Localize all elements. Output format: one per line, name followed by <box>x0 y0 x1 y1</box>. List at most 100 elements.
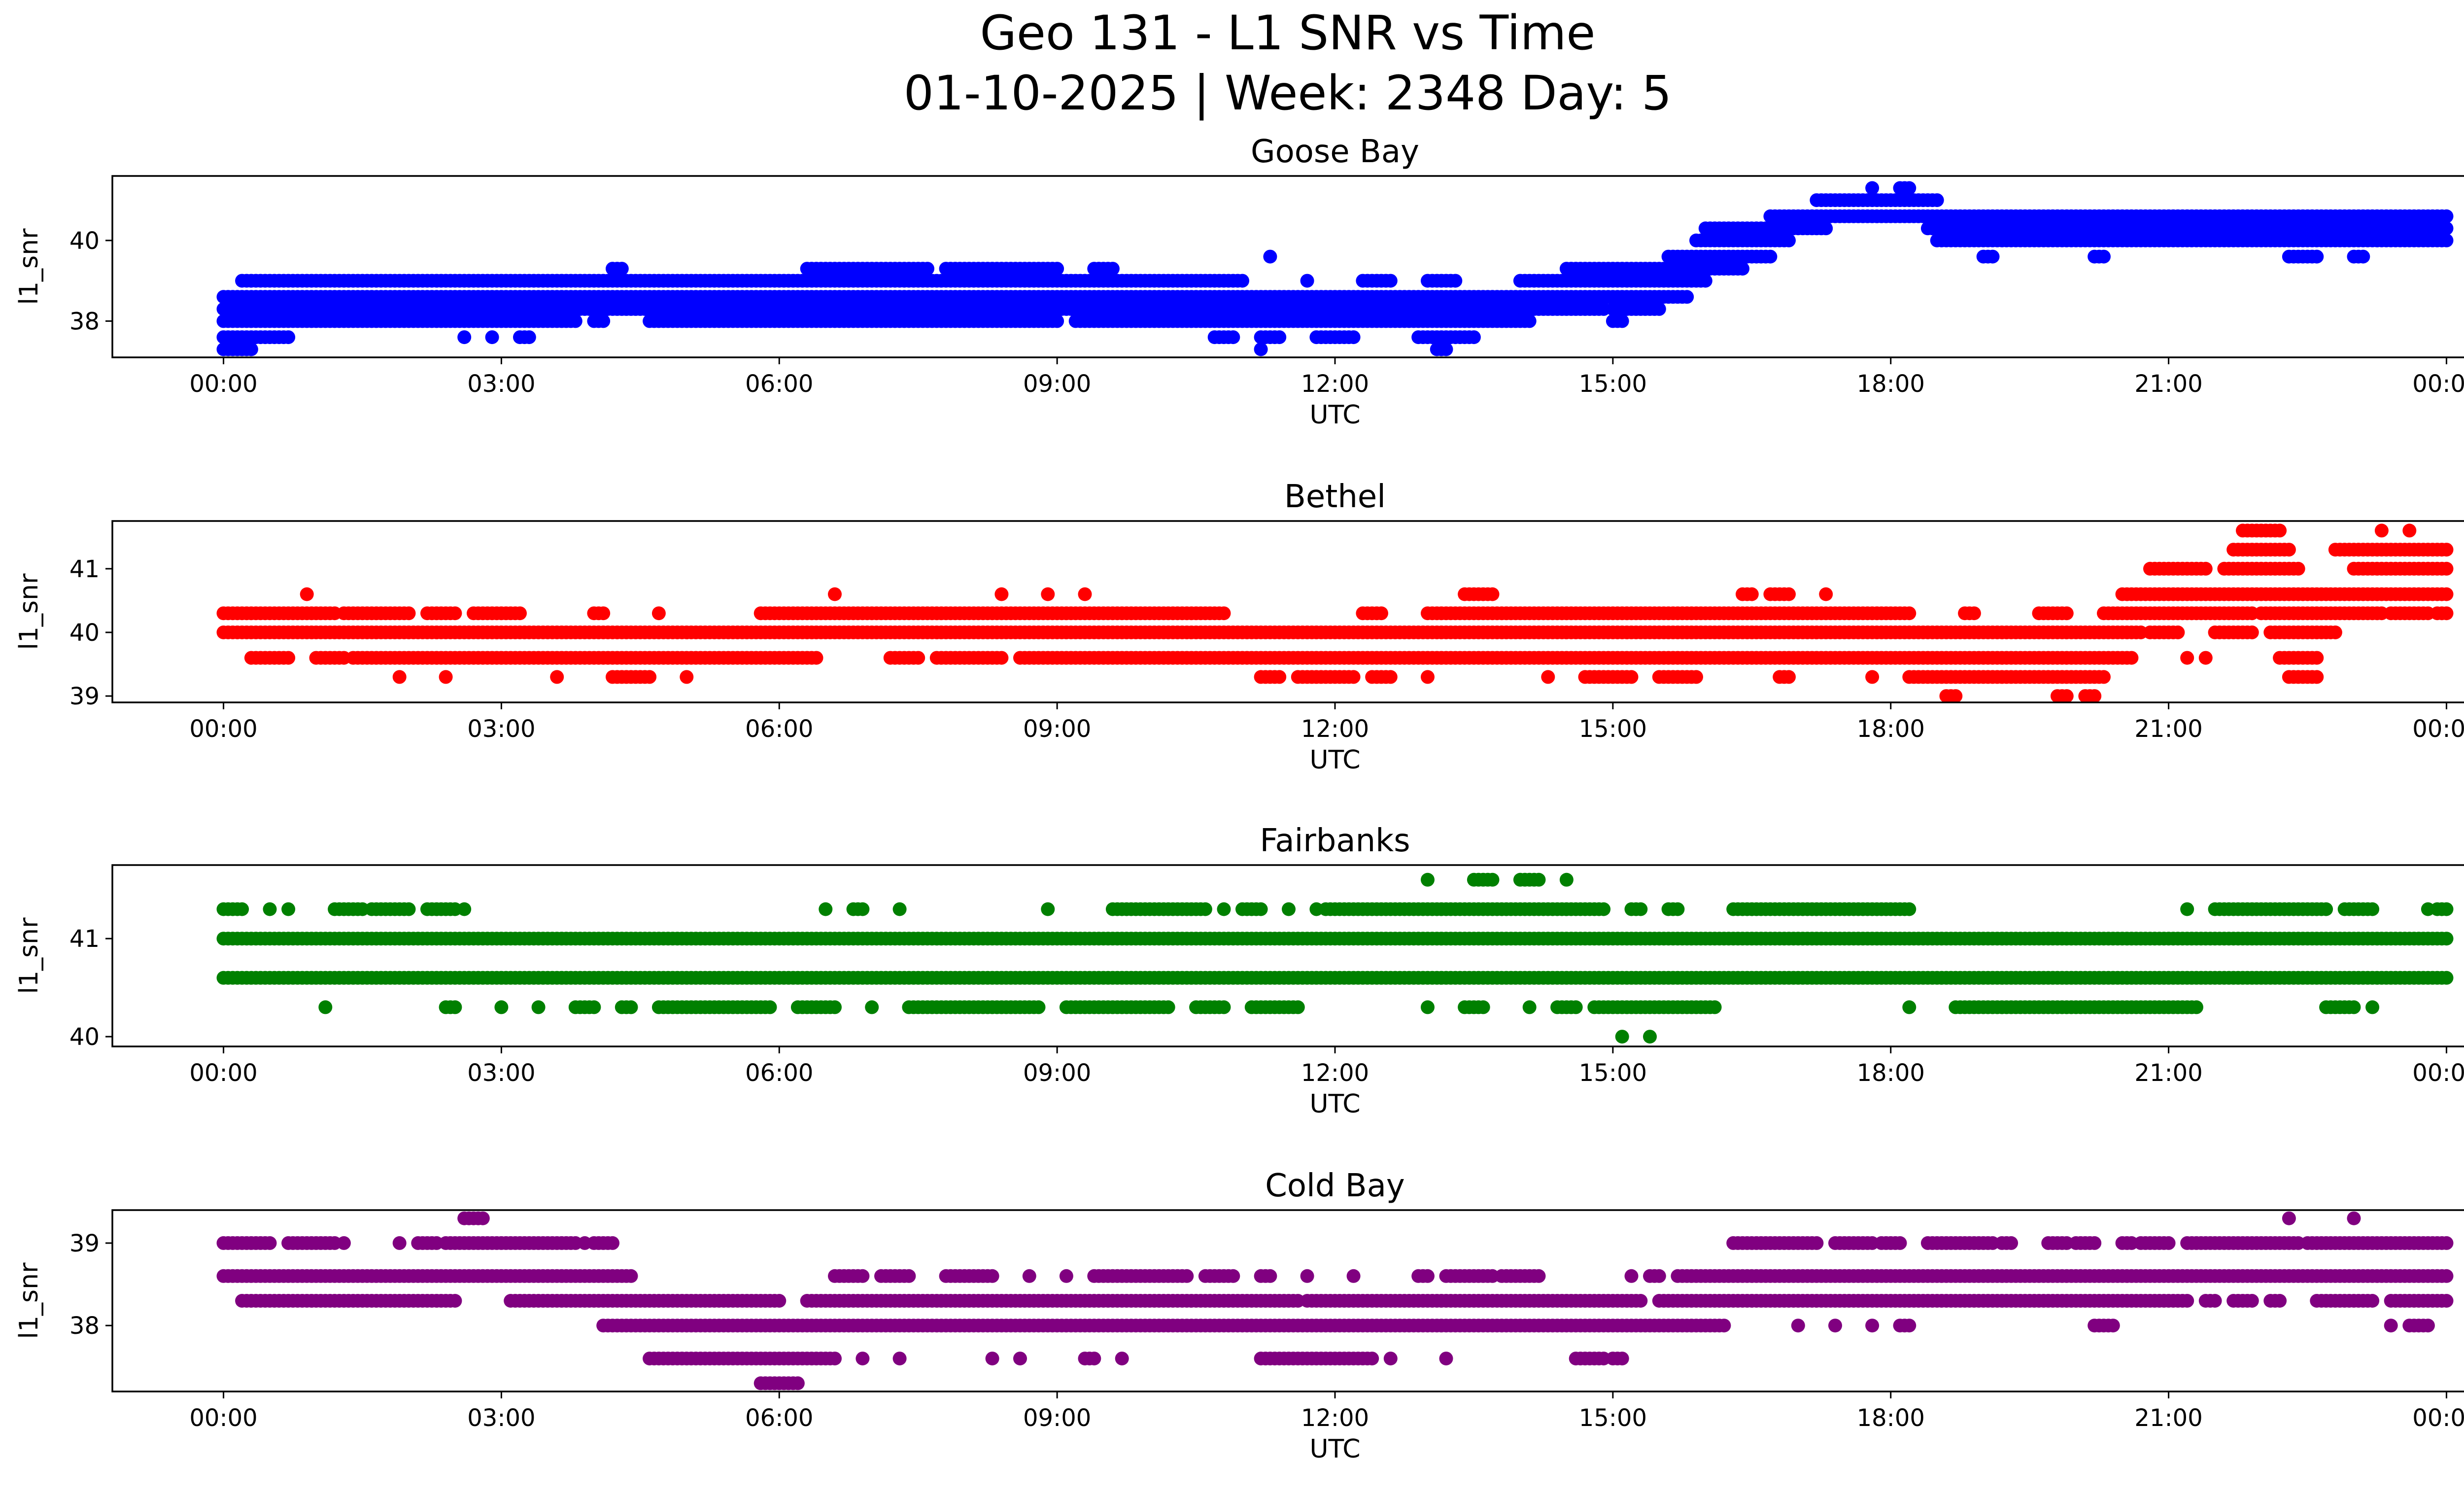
bethel-point <box>1541 670 1555 684</box>
fairbanks-point <box>1671 902 1685 916</box>
bethel-point <box>2097 670 2111 684</box>
goose-bay-point <box>1263 249 1277 264</box>
goose-bay-point <box>1782 233 1796 247</box>
goose-bay-point <box>2356 249 2370 264</box>
fairbanks-y-axis-label: l1_snr <box>14 917 44 994</box>
fairbanks-x-tick-label: 18:00 <box>1857 1059 1925 1087</box>
goose-bay-point <box>1050 262 1064 276</box>
fairbanks-point <box>819 902 833 916</box>
goose-bay-point <box>1235 274 1249 288</box>
fairbanks-point <box>856 902 870 916</box>
bethel-point <box>1902 606 1916 621</box>
goose-bay-y-tick-label: 40 <box>69 227 100 255</box>
cold-bay-point <box>1439 1352 1453 1366</box>
bethel-point <box>2402 523 2417 538</box>
bethel-point <box>1967 606 1981 621</box>
fairbanks-point <box>281 902 296 916</box>
goose-bay-points <box>216 181 2454 356</box>
fairbanks-point <box>1217 902 1231 916</box>
figure-title-line2: 01-10-2025 | Week: 2348 Day: 5 <box>904 66 1672 121</box>
fairbanks-point <box>2439 932 2454 946</box>
fairbanks-point <box>402 902 416 916</box>
goose-bay-point <box>2439 221 2454 236</box>
goose-bay-title: Goose Bay <box>1251 134 1419 170</box>
goose-bay-point <box>1383 274 1398 288</box>
bethel-point <box>448 606 462 621</box>
bethel-point <box>1865 670 1880 684</box>
goose-bay-point <box>1105 262 1120 276</box>
bethel-point <box>2439 543 2454 557</box>
bethel-point <box>2198 561 2213 576</box>
cold-bay-point <box>1615 1352 1629 1366</box>
bethel-x-tick-label: 12:00 <box>1301 715 1369 743</box>
goose-bay-point <box>457 330 472 345</box>
bethel-point <box>828 587 842 601</box>
bethel-y-tick-label: 40 <box>69 619 100 647</box>
fairbanks-x-tick-label: 00:00 <box>2412 1059 2464 1087</box>
cold-bay-points <box>216 1211 2454 1391</box>
fairbanks-point <box>865 1000 879 1014</box>
bethel-point <box>1383 670 1398 684</box>
fairbanks-point <box>1615 1030 1629 1044</box>
goose-bay-point <box>1736 262 1749 276</box>
fairbanks-x-tick-label: 09:00 <box>1023 1059 1091 1087</box>
fairbanks-point <box>1254 902 1268 916</box>
bethel-point <box>2171 626 2185 639</box>
cold-bay-point <box>790 1376 805 1391</box>
goose-bay-point <box>485 330 499 345</box>
bethel-point <box>1346 670 1361 684</box>
fairbanks-point <box>1569 1000 1583 1014</box>
cold-bay-point <box>892 1352 907 1366</box>
bethel-point <box>1782 587 1796 601</box>
bethel-point <box>2245 626 2259 639</box>
cold-bay-title: Cold Bay <box>1265 1168 1405 1204</box>
bethel-x-tick-label: 06:00 <box>745 715 813 743</box>
fairbanks-point <box>1708 1000 1722 1014</box>
fairbanks-point <box>587 1000 601 1014</box>
bethel-x-tick-label: 09:00 <box>1023 715 1091 743</box>
fairbanks-point <box>2365 1000 2380 1014</box>
bethel-x-axis-label: UTC <box>1309 745 1360 775</box>
fairbanks-point <box>2439 971 2454 985</box>
bethel-point <box>1078 587 1092 601</box>
goose-bay-x-tick-label: 15:00 <box>1579 370 1647 398</box>
fairbanks-point <box>2180 902 2194 916</box>
fairbanks-point <box>2347 1000 2361 1014</box>
goose-bay-point <box>2097 249 2111 264</box>
bethel-point <box>550 670 564 684</box>
fairbanks-x-tick-label: 15:00 <box>1579 1059 1647 1087</box>
fairbanks-point <box>494 1000 509 1014</box>
fairbanks-point <box>1198 902 1212 916</box>
goose-bay-point <box>1865 181 1880 195</box>
bethel-point <box>2180 651 2194 665</box>
fairbanks-point <box>1031 1000 1046 1014</box>
bethel-point <box>1819 587 1833 601</box>
cold-bay-point <box>1087 1352 1101 1366</box>
cold-bay-point <box>985 1352 999 1366</box>
goose-bay-point <box>596 314 611 328</box>
goose-bay-point <box>522 330 536 345</box>
bethel-point <box>2374 523 2389 538</box>
bethel-point <box>2439 587 2454 601</box>
bethel-point <box>2059 689 2074 702</box>
goose-bay-point <box>2439 233 2454 247</box>
goose-bay-point <box>1226 330 1240 345</box>
bethel-point <box>994 587 1009 601</box>
bethel-point <box>809 651 823 665</box>
goose-bay-point <box>1522 314 1537 328</box>
goose-bay-point <box>1448 274 1463 288</box>
bethel-point <box>651 606 666 621</box>
goose-bay-point <box>2439 209 2454 223</box>
bethel-point <box>911 651 925 665</box>
fairbanks-point <box>1643 1030 1657 1044</box>
goose-bay-x-tick-label: 06:00 <box>745 370 813 398</box>
bethel-x-tick-label: 00:00 <box>189 715 257 743</box>
cold-bay-point <box>1115 1352 1129 1366</box>
fairbanks-point <box>1476 1000 1490 1014</box>
bethel-point <box>2328 626 2342 639</box>
bethel-x-tick-label: 18:00 <box>1857 715 1925 743</box>
fairbanks-point <box>235 902 249 916</box>
